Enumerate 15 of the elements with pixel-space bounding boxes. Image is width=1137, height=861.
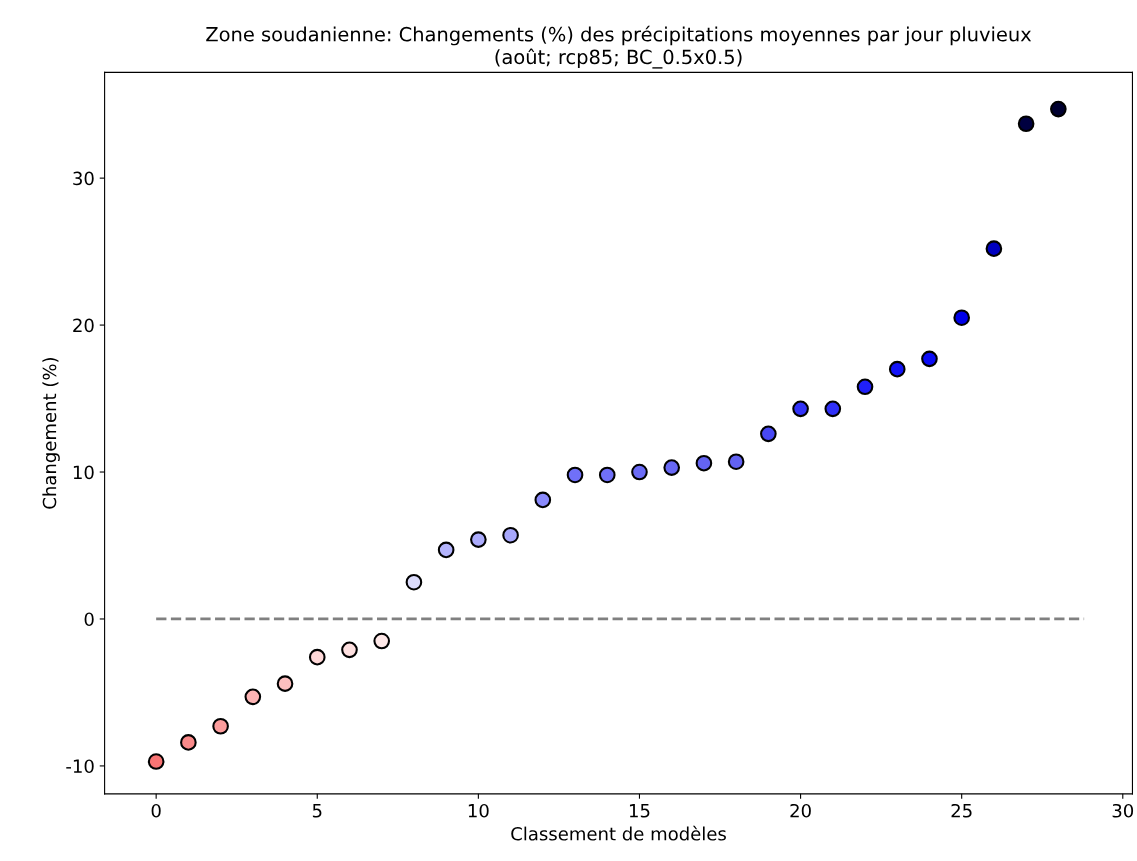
x-tick-label: 25	[951, 803, 972, 818]
x-tick-label: 20	[790, 803, 811, 818]
x-tick-label: 10	[468, 803, 489, 818]
y-tick-label: 0	[84, 612, 94, 627]
x-tick-label: 5	[312, 804, 322, 818]
chart-title: Zone soudanienne: Changements (%) des précipitations moyennes par jour pluvieux (août; rcp85; BC_0.5x0.5)	[206, 25, 1032, 69]
x-tick-label: 15	[629, 804, 650, 818]
y-tick-label: 20	[73, 318, 94, 333]
y-tick-label: 10	[73, 465, 94, 480]
y-axis-title: Changement (%)	[42, 357, 60, 509]
x-tick-label: 30	[1112, 803, 1134, 818]
y-tick-label: 30	[73, 171, 94, 186]
x-tick-label: 0	[151, 803, 161, 818]
y-tick-label: -10	[66, 759, 94, 774]
x-axis-title: Classement de modèles	[511, 825, 726, 841]
